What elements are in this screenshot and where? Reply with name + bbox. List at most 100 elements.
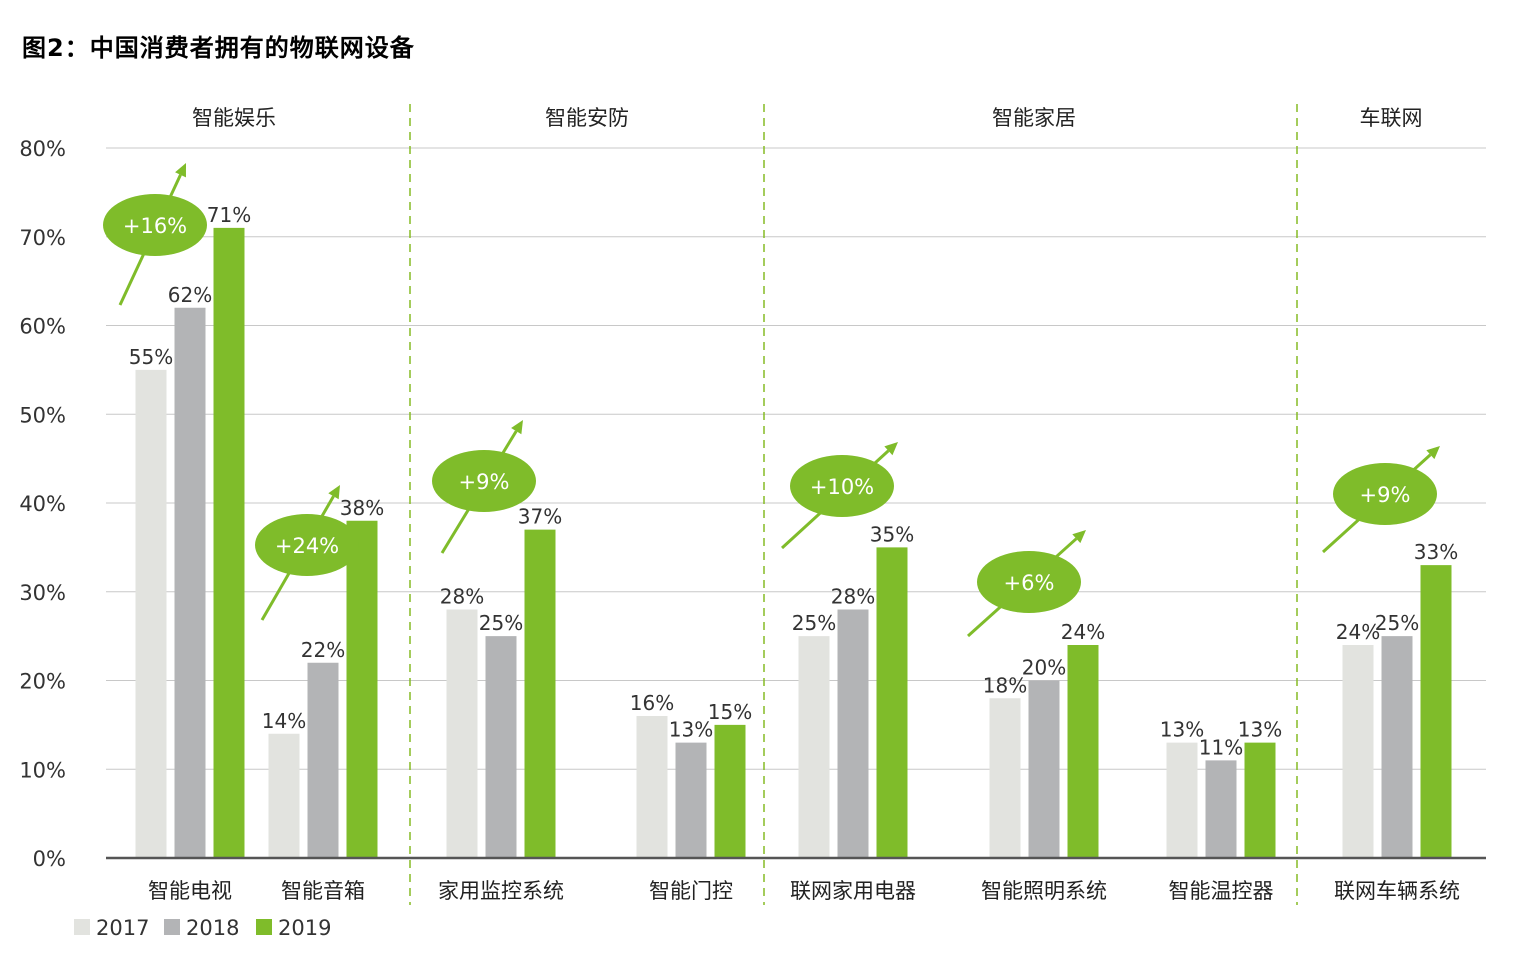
y-tick-label: 10% bbox=[19, 758, 66, 782]
data-label: 25% bbox=[1375, 611, 1419, 635]
bar bbox=[307, 662, 339, 858]
bar bbox=[798, 636, 830, 858]
legend-label: 2017 bbox=[96, 916, 149, 940]
legend: 2017 2018 2019 bbox=[74, 916, 331, 940]
legend-label: 2018 bbox=[186, 916, 239, 940]
y-tick-label: 80% bbox=[19, 137, 66, 161]
data-label: 16% bbox=[630, 691, 674, 715]
category-label: 智能电视 bbox=[148, 879, 232, 903]
category-labels: 智能电视 智能音箱 家用监控系统 智能门控 联网家用电器 智能照明系统 智能温控器 联网车辆系… bbox=[148, 879, 1460, 903]
data-label: 28% bbox=[831, 585, 875, 609]
bar bbox=[485, 636, 517, 858]
data-label: 37% bbox=[518, 505, 562, 529]
data-label: 15% bbox=[708, 700, 752, 724]
data-label: 13% bbox=[1238, 718, 1282, 742]
bar bbox=[268, 733, 300, 858]
growth-bubble bbox=[977, 551, 1081, 613]
bars bbox=[135, 227, 1452, 858]
bar bbox=[1244, 742, 1276, 858]
data-label: 55% bbox=[129, 345, 173, 369]
bar bbox=[989, 698, 1021, 858]
data-label: 62% bbox=[168, 283, 212, 307]
group-label: 智能家居 bbox=[992, 106, 1076, 130]
growth-arrow-head bbox=[1426, 446, 1440, 460]
data-label: 13% bbox=[669, 718, 713, 742]
y-tick-label: 70% bbox=[19, 226, 66, 250]
bar bbox=[1067, 645, 1099, 858]
y-tick-label: 20% bbox=[19, 670, 66, 694]
growth-arrow-head bbox=[175, 163, 186, 178]
bar bbox=[876, 547, 908, 858]
legend-swatch bbox=[74, 919, 90, 935]
growth-bubble bbox=[432, 450, 536, 512]
legend-swatch bbox=[164, 919, 180, 935]
category-label: 家用监控系统 bbox=[438, 879, 564, 903]
data-label: 18% bbox=[983, 673, 1027, 697]
category-label: 智能门控 bbox=[649, 879, 733, 903]
bar bbox=[636, 716, 668, 858]
growth-bubble bbox=[103, 194, 207, 256]
data-label: 13% bbox=[1160, 718, 1204, 742]
growth-arrow-head bbox=[328, 485, 340, 500]
data-label: 71% bbox=[207, 203, 251, 227]
y-tick-label: 50% bbox=[19, 403, 66, 427]
bar bbox=[1381, 636, 1413, 858]
category-label: 智能音箱 bbox=[281, 879, 365, 903]
data-label: 24% bbox=[1336, 620, 1380, 644]
group-label: 车联网 bbox=[1360, 106, 1423, 130]
y-tick-label: 40% bbox=[19, 492, 66, 516]
data-label: 24% bbox=[1061, 620, 1105, 644]
data-label: 38% bbox=[340, 496, 384, 520]
growth-bubble bbox=[790, 455, 894, 517]
bar bbox=[174, 307, 206, 858]
growth-label: +24% bbox=[275, 534, 339, 558]
bar bbox=[1342, 645, 1374, 858]
bar bbox=[1166, 742, 1198, 858]
data-label: 35% bbox=[870, 522, 914, 546]
data-label: 22% bbox=[301, 638, 345, 662]
bar bbox=[1420, 565, 1452, 858]
growth-arrow-head bbox=[1072, 530, 1086, 544]
bar bbox=[524, 529, 556, 858]
growth-arrow-head bbox=[884, 442, 898, 456]
group-labels: 智能娱乐 智能安防 智能家居 车联网 bbox=[192, 106, 1423, 130]
legend-swatch bbox=[256, 919, 272, 935]
data-label: 25% bbox=[792, 611, 836, 635]
growth-annotations: +16% +24% +9% +10% +6% +9% bbox=[103, 163, 1440, 638]
growth-label: +9% bbox=[459, 470, 510, 494]
bar bbox=[446, 609, 478, 858]
growth-label: +9% bbox=[1360, 483, 1411, 507]
group-dividers bbox=[409, 104, 1298, 905]
y-axis-ticks: 0% 10% 20% 30% 40% 50% 60% 70% 80% bbox=[19, 137, 66, 871]
bar bbox=[213, 227, 245, 858]
bar bbox=[675, 742, 707, 858]
data-label: 25% bbox=[479, 611, 523, 635]
growth-bubble bbox=[255, 514, 359, 576]
category-label: 联网家用电器 bbox=[790, 879, 916, 903]
data-label: 33% bbox=[1414, 540, 1458, 564]
data-label: 11% bbox=[1199, 735, 1243, 759]
chart-title: 图2：中国消费者拥有的物联网设备 bbox=[22, 34, 415, 62]
y-tick-label: 30% bbox=[19, 581, 66, 605]
bar bbox=[837, 609, 869, 858]
data-label: 28% bbox=[440, 585, 484, 609]
legend-label: 2019 bbox=[278, 916, 331, 940]
bar bbox=[714, 724, 746, 858]
category-label: 智能温控器 bbox=[1169, 879, 1274, 903]
group-label: 智能娱乐 bbox=[192, 106, 276, 130]
category-label: 智能照明系统 bbox=[981, 879, 1107, 903]
bar bbox=[1028, 680, 1060, 858]
growth-arrow-head bbox=[511, 420, 523, 435]
bar bbox=[135, 369, 167, 858]
data-label: 20% bbox=[1022, 656, 1066, 680]
growth-label: +16% bbox=[123, 214, 187, 238]
data-labels: 55%62%71%14%22%38%28%25%37%16%13%15%25%2… bbox=[129, 203, 1458, 760]
growth-label: +10% bbox=[810, 475, 874, 499]
growth-label: +6% bbox=[1004, 571, 1055, 595]
y-tick-label: 60% bbox=[19, 315, 66, 339]
group-label: 智能安防 bbox=[545, 106, 629, 130]
growth-bubble bbox=[1333, 463, 1437, 525]
data-label: 14% bbox=[262, 709, 306, 733]
bar bbox=[1205, 760, 1237, 858]
